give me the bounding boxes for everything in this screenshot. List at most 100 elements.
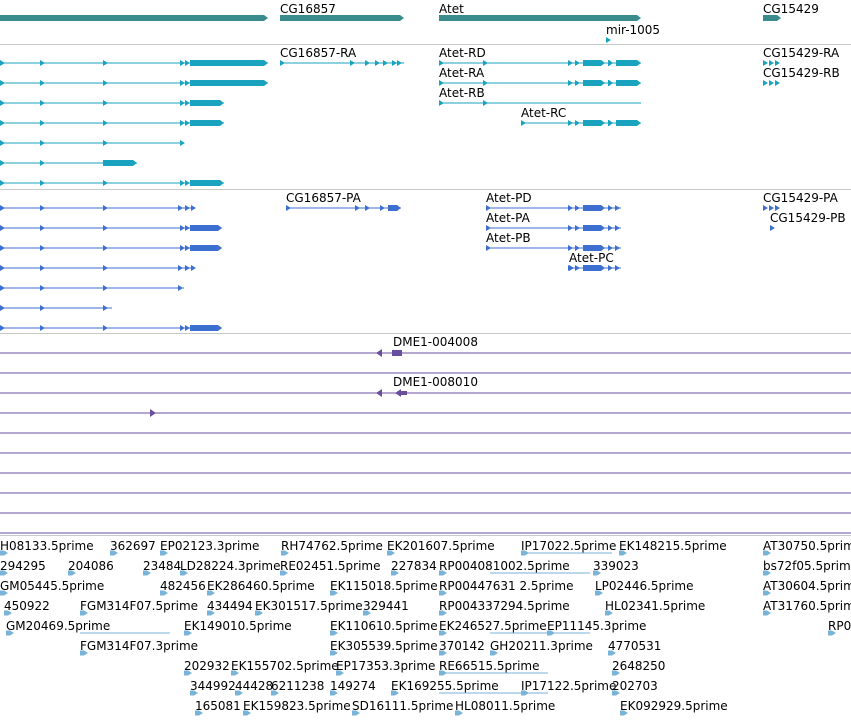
est-label[interactable]: RP004337294.5prime	[439, 599, 570, 613]
protein-exon[interactable]	[486, 205, 491, 211]
est-glyph[interactable]	[619, 550, 627, 556]
transcript-exon[interactable]	[375, 60, 380, 66]
est-label[interactable]: 202932	[184, 659, 230, 673]
protein-exon[interactable]	[615, 245, 620, 251]
est-glyph[interactable]	[330, 590, 338, 596]
transcript-exon[interactable]	[769, 80, 774, 86]
est-glyph[interactable]	[828, 630, 836, 636]
protein-exon[interactable]	[770, 225, 775, 231]
protein-label-atet-pd[interactable]: Atet-PD	[486, 191, 532, 205]
transcript-utr[interactable]	[190, 180, 224, 186]
protein-exon[interactable]	[178, 205, 183, 211]
transcript-exon[interactable]	[0, 140, 5, 146]
est-label[interactable]: EK286460.5prime	[207, 579, 315, 593]
est-label[interactable]: 227834	[391, 559, 437, 573]
est-label[interactable]: AT31760.5prime	[763, 599, 851, 613]
est-glyph[interactable]	[160, 550, 168, 556]
transcript-utr[interactable]	[616, 60, 641, 66]
est-glyph[interactable]	[143, 570, 151, 576]
protein-label-atet-pb[interactable]: Atet-PB	[486, 231, 531, 245]
transcript-utr[interactable]	[616, 120, 641, 126]
protein-exon[interactable]	[486, 245, 491, 251]
est-glyph[interactable]	[80, 650, 88, 656]
est-glyph[interactable]	[763, 610, 771, 616]
transcript-exon[interactable]	[0, 60, 5, 66]
transcript-exon[interactable]	[0, 120, 5, 126]
transcript-exon[interactable]	[439, 60, 444, 66]
protein-exon[interactable]	[40, 225, 45, 231]
protein-exon[interactable]	[185, 325, 190, 331]
transcript-exon[interactable]	[103, 180, 108, 186]
est-glyph[interactable]	[763, 570, 771, 576]
est-glyph[interactable]	[184, 630, 192, 636]
est-glyph[interactable]	[271, 690, 279, 696]
est-label[interactable]: 4770531	[608, 639, 662, 653]
transcript-exon[interactable]	[775, 60, 780, 66]
protein-exon[interactable]	[103, 305, 108, 311]
est-glyph[interactable]	[80, 610, 88, 616]
protein-exon[interactable]	[178, 285, 183, 291]
est-glyph[interactable]	[255, 610, 263, 616]
est-label[interactable]: 202703	[612, 679, 658, 693]
est-label[interactable]: bs72f05.5prime	[763, 559, 851, 573]
protein-exon[interactable]	[365, 205, 370, 211]
cdna-exon[interactable]	[392, 350, 402, 356]
est-label[interactable]: 370142	[439, 639, 485, 653]
est-glyph[interactable]	[207, 610, 215, 616]
est-label[interactable]: EK149010.5prime	[184, 619, 292, 633]
transcript-exon[interactable]	[180, 80, 185, 86]
protein-exon[interactable]	[40, 245, 45, 251]
est-glyph[interactable]	[387, 550, 395, 556]
transcript-exon[interactable]	[350, 60, 355, 66]
cdna-label-dme1-004008[interactable]: DME1-004008	[393, 335, 478, 349]
est-glyph[interactable]	[330, 650, 338, 656]
est-label[interactable]: 482456	[160, 579, 206, 593]
cdna-exon[interactable]	[150, 409, 156, 417]
est-label[interactable]: IP17022.5prime	[521, 539, 617, 553]
transcript-label-atet-rb[interactable]: Atet-RB	[439, 86, 485, 100]
est-glyph[interactable]	[439, 570, 447, 576]
protein-exon[interactable]	[615, 205, 620, 211]
est-glyph[interactable]	[593, 570, 601, 576]
est-label[interactable]: 204086	[68, 559, 114, 573]
protein-exon[interactable]	[615, 225, 620, 231]
est-glyph[interactable]	[190, 690, 198, 696]
cdna-label-dme1-008010[interactable]: DME1-008010	[393, 375, 478, 389]
est-glyph[interactable]	[595, 590, 603, 596]
est-glyph[interactable]	[330, 690, 338, 696]
protein-exon[interactable]	[40, 265, 45, 271]
transcript-exon[interactable]	[568, 120, 573, 126]
est-glyph[interactable]	[608, 650, 616, 656]
transcript-label-atet-ra[interactable]: Atet-RA	[439, 66, 485, 80]
est-glyph[interactable]	[439, 650, 447, 656]
transcript-exon[interactable]	[103, 80, 108, 86]
est-glyph[interactable]	[391, 690, 399, 696]
transcript-exon[interactable]	[185, 100, 190, 106]
protein-cds[interactable]	[190, 225, 222, 231]
est-glyph[interactable]	[68, 570, 76, 576]
transcript-exon[interactable]	[40, 100, 45, 106]
est-glyph[interactable]	[439, 590, 447, 596]
protein-exon[interactable]	[0, 285, 5, 291]
est-label[interactable]: 294295	[0, 559, 46, 573]
transcript-utr[interactable]	[583, 80, 605, 86]
est-label[interactable]: GM05445.5prime	[0, 579, 105, 593]
est-glyph[interactable]	[6, 630, 14, 636]
est-label[interactable]: EK169255.5prime	[391, 679, 499, 693]
est-glyph[interactable]	[612, 690, 620, 696]
transcript-exon[interactable]	[40, 80, 45, 86]
protein-label-cg15429-pa[interactable]: CG15429-PA	[763, 191, 838, 205]
protein-exon[interactable]	[185, 225, 190, 231]
est-label[interactable]: EK159823.5prime	[243, 699, 351, 713]
protein-exon[interactable]	[191, 205, 196, 211]
transcript-utr[interactable]	[583, 60, 605, 66]
gene-glyph[interactable]	[763, 15, 781, 21]
transcript-exon[interactable]	[185, 180, 190, 186]
protein-exon[interactable]	[40, 285, 45, 291]
protein-exon[interactable]	[103, 265, 108, 271]
protein-exon[interactable]	[380, 205, 385, 211]
transcript-exon[interactable]	[40, 140, 45, 146]
protein-exon[interactable]	[568, 225, 573, 231]
transcript-exon[interactable]	[40, 120, 45, 126]
est-glyph[interactable]	[490, 650, 498, 656]
